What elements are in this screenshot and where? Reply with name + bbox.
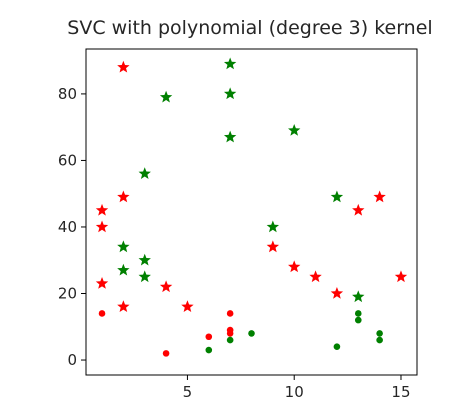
data-points: [95, 57, 408, 357]
dot-point: [205, 333, 213, 341]
star-point: [117, 300, 130, 313]
dot-point: [376, 336, 383, 344]
star-point: [138, 167, 151, 179]
star-point: [138, 253, 151, 266]
dot-point: [354, 310, 362, 317]
dot-point: [226, 336, 234, 344]
star-point: [330, 287, 344, 299]
dot-point: [226, 310, 234, 317]
star-point: [223, 87, 237, 100]
dot-point: [98, 310, 106, 317]
x-tick-label: 15: [391, 383, 410, 401]
star-point: [266, 220, 280, 233]
plot-area-frame: [85, 48, 418, 376]
y-tick-label: 20: [58, 285, 77, 303]
star-point: [266, 240, 280, 253]
star-point: [373, 190, 386, 203]
star-point: [138, 270, 151, 283]
star-point: [181, 300, 194, 313]
star-point: [394, 270, 408, 283]
star-point: [117, 60, 130, 73]
dot-point: [226, 330, 234, 337]
star-point: [223, 130, 237, 143]
y-tick-label: 80: [58, 85, 77, 103]
y-tick-label: 60: [58, 151, 77, 169]
star-point: [117, 240, 130, 253]
star-point: [117, 190, 130, 203]
star-point: [159, 90, 173, 103]
star-point: [117, 263, 130, 276]
star-point: [159, 280, 173, 293]
star-point: [223, 57, 237, 70]
dot-point: [205, 346, 213, 354]
star-point: [95, 277, 109, 289]
star-point: [95, 220, 109, 233]
y-tick-label: 40: [58, 218, 77, 236]
star-point: [288, 124, 301, 136]
chart-title: SVC with polynomial (degree 3) kernel: [67, 17, 432, 39]
dot-point: [162, 350, 170, 357]
star-point: [95, 203, 109, 216]
star-point: [309, 270, 322, 283]
dot-point: [248, 330, 255, 337]
x-tick-label: 10: [285, 383, 304, 401]
dot-point: [376, 330, 383, 337]
star-point: [288, 260, 301, 273]
x-axis: 5 10 15: [183, 375, 411, 401]
star-point: [352, 203, 365, 216]
star-point: [330, 190, 344, 203]
dot-point: [354, 316, 362, 324]
y-axis: 0 20 40 60 80: [58, 85, 86, 369]
y-tick-label: 0: [67, 351, 77, 369]
x-tick-label: 5: [183, 383, 193, 401]
star-point: [352, 290, 365, 303]
dot-point: [333, 343, 341, 351]
